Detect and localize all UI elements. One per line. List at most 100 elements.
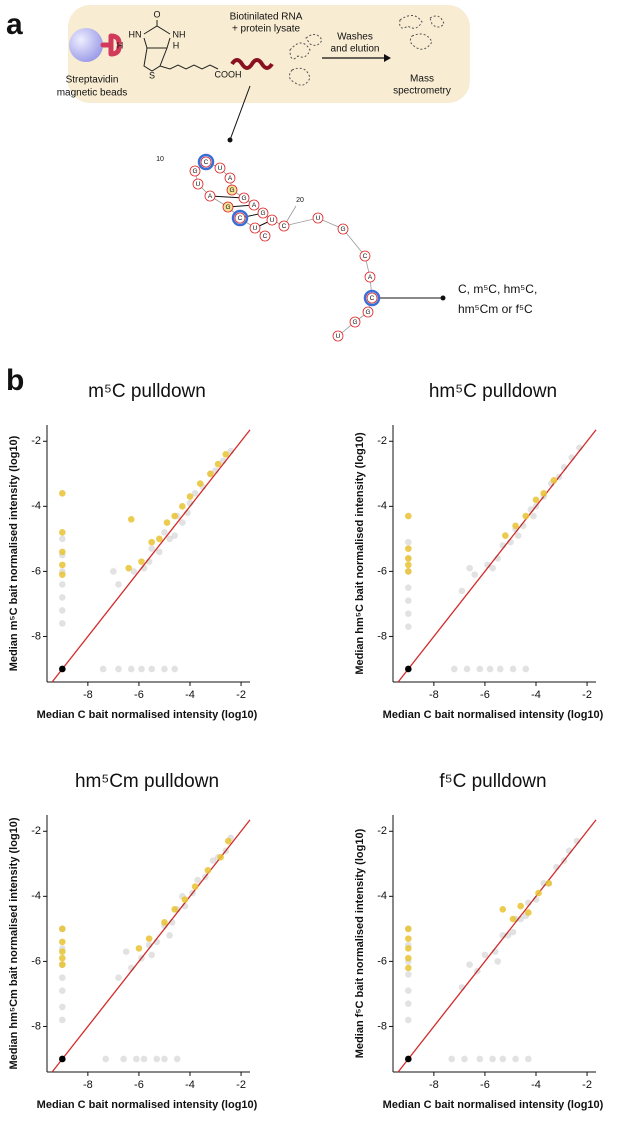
nucleotide-label: U <box>253 225 258 232</box>
x-tick-label: -4 <box>185 1079 195 1091</box>
y-tick-label: -8 <box>31 1020 41 1032</box>
point <box>214 460 222 468</box>
atom-label: HN <box>129 29 142 39</box>
point <box>550 477 558 484</box>
point <box>148 545 155 552</box>
point <box>517 915 524 923</box>
point <box>499 1055 507 1063</box>
position-label: 10 <box>156 156 164 163</box>
nucleotide <box>189 165 201 177</box>
pointer-dot <box>440 295 446 301</box>
point <box>171 665 178 673</box>
modified-site <box>197 153 215 171</box>
point <box>99 665 107 673</box>
point <box>59 925 66 933</box>
point <box>476 665 484 673</box>
nucleotide <box>224 172 236 184</box>
point <box>59 571 66 578</box>
point <box>573 837 581 845</box>
point <box>204 867 212 874</box>
point <box>458 587 466 595</box>
point <box>171 532 178 539</box>
nucleotide <box>312 212 324 224</box>
point <box>166 932 173 939</box>
x-tick-label: -6 <box>134 1079 144 1091</box>
point <box>59 961 66 968</box>
point <box>512 522 519 530</box>
point <box>161 529 168 536</box>
x-axis-label: Median C bait normalised intensity (log1… <box>37 709 258 721</box>
point <box>59 948 66 955</box>
step-label: Washes <box>337 32 373 43</box>
point <box>171 512 178 520</box>
nucleotide <box>259 230 271 242</box>
nucleotide <box>249 222 261 234</box>
point <box>227 447 235 455</box>
point <box>196 480 204 487</box>
point <box>212 467 219 474</box>
point <box>148 538 155 546</box>
point <box>186 493 194 500</box>
point <box>194 876 201 884</box>
nucleotide <box>337 223 349 235</box>
point <box>509 665 517 673</box>
nucleotide <box>359 250 371 262</box>
point <box>461 1055 468 1063</box>
point <box>59 594 66 601</box>
point <box>555 473 563 481</box>
y-tick-label: -2 <box>31 825 41 837</box>
atom-label: O <box>153 9 160 19</box>
y-tick-label: -4 <box>31 890 41 902</box>
point <box>179 503 186 510</box>
output-label: spectrometry <box>393 86 451 97</box>
point <box>168 919 176 926</box>
point <box>161 919 168 926</box>
y-tick-label: -6 <box>377 565 387 577</box>
point <box>463 665 471 673</box>
nucleotide-label: A <box>228 175 233 182</box>
atom-label: NH <box>173 29 186 39</box>
point <box>473 967 481 975</box>
identity-line <box>397 819 597 1073</box>
point <box>153 1055 161 1063</box>
beads-label: Streptavidin <box>66 75 119 86</box>
point <box>120 1055 127 1063</box>
nucleotide-label: G <box>365 309 370 316</box>
nucleotide-label: C <box>263 233 268 240</box>
point <box>207 470 214 478</box>
point <box>507 538 514 546</box>
x-axis-label: Median C bait normalised intensity (log1… <box>383 709 604 721</box>
nucleotide <box>349 316 361 328</box>
point <box>224 837 232 845</box>
proteins <box>288 15 445 86</box>
y-axis-label: Median hm⁵Cm bait normalised intensity (… <box>8 817 20 1069</box>
point <box>405 623 412 630</box>
point <box>59 954 66 962</box>
point <box>405 545 412 552</box>
point <box>163 519 171 526</box>
position-label: 20 <box>296 197 304 204</box>
nucleotide <box>222 201 234 213</box>
point <box>491 948 499 955</box>
point <box>489 1055 496 1063</box>
point <box>527 506 535 513</box>
point <box>532 896 540 903</box>
atom-label: S <box>149 70 155 80</box>
point <box>59 607 66 614</box>
point <box>405 512 412 520</box>
point <box>127 964 135 972</box>
point <box>59 974 66 981</box>
x-axis-label: Median C bait normalised intensity (log1… <box>37 1099 258 1111</box>
point <box>59 938 66 946</box>
point <box>219 457 227 465</box>
nucleotide-label: G <box>192 168 197 175</box>
point <box>59 1055 66 1063</box>
point <box>486 665 494 673</box>
point <box>209 857 217 864</box>
point <box>405 954 412 962</box>
point <box>494 958 501 965</box>
point <box>115 974 122 981</box>
nucleotide <box>248 199 260 211</box>
x-tick-label: -6 <box>134 689 144 701</box>
point <box>494 555 501 562</box>
